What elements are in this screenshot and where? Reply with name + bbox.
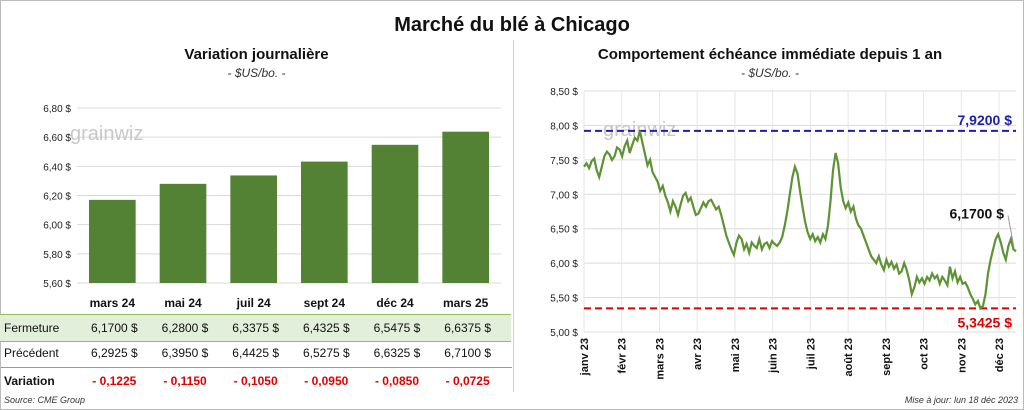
- line-x-label: déc 23: [994, 338, 1006, 372]
- table-cell: - 0,1150: [163, 374, 207, 388]
- table-cell: 6,2925 $: [90, 346, 138, 360]
- line-y-tick-label: 5,00 $: [550, 328, 578, 339]
- line-x-label: janv 23: [579, 338, 591, 376]
- table-cell: - 0,0850: [374, 374, 420, 388]
- bar-y-tick-label: 6,60 $: [43, 133, 71, 144]
- bar-chart: 5,60 $ 5,80 $ 6,00 $ 6,20 $ 6,40 $ 6,60 $ 6,80…: [43, 104, 501, 310]
- bar-y-tick-label: 6,40 $: [43, 162, 71, 173]
- line-x-label: oct 23: [919, 338, 931, 370]
- table-cell: - 0,1050: [233, 374, 278, 388]
- bar: [230, 175, 277, 283]
- min-price-label: 5,3425 $: [958, 314, 1013, 330]
- bar: [159, 183, 207, 283]
- bar-y-tick-label: 5,80 $: [43, 250, 71, 261]
- table-cell: 6,2800 $: [161, 321, 209, 335]
- table-separator: [1, 367, 512, 368]
- line-x-label: juil 23: [805, 338, 817, 370]
- line-y-tick-label: 8,50 $: [550, 87, 578, 98]
- bar-series: [89, 131, 489, 283]
- bar-x-label: mars 24: [90, 296, 136, 310]
- bar-y-tick-label: 6,80 $: [43, 104, 71, 115]
- bar-y-tick-label: 6,00 $: [43, 221, 71, 232]
- close-row: Fermeture 6,1700 $ 6,2800 $ 6,3375 $ 6,4325…: [0, 314, 511, 342]
- bar: [89, 199, 136, 283]
- line-y-tick-label: 6,00 $: [550, 259, 578, 270]
- last-price-leader: [1007, 215, 1015, 248]
- bar-x-labels: mars 24 mai 24 juil 24 sept 24 déc 24 mars 25: [90, 296, 489, 310]
- bar-x-label: déc 24: [376, 296, 414, 310]
- line-x-label: avr 23: [692, 338, 704, 370]
- last-price-label: 6,1700 $: [950, 205, 1005, 221]
- table-cell: - 0,0725: [445, 374, 490, 388]
- bar-y-tick-label: 6,20 $: [43, 192, 71, 203]
- previous-row-label: Précédent: [4, 346, 59, 360]
- close-row-label: Fermeture: [4, 321, 60, 335]
- max-price-label: 7,9200 $: [958, 112, 1013, 128]
- source-note: Source: CME Group: [4, 395, 86, 405]
- daily-change-unit: - $US/bo. -: [227, 66, 286, 80]
- bar-grid: [77, 107, 501, 284]
- front-month-unit: - $US/bo. -: [740, 66, 800, 80]
- line-x-labels: janv 23 févr 23 mars 23 avr 23 mai 23 juin 23…: [579, 338, 1006, 380]
- line-x-label: févr 23: [617, 338, 629, 373]
- table-cell: 6,3375 $: [232, 321, 280, 335]
- bar-x-label: mai 24: [164, 296, 202, 310]
- bar-y-tick-label: 5,60 $: [43, 279, 71, 290]
- price-series-line: [583, 130, 1017, 311]
- bar-y-ticks: 5,60 $ 5,80 $ 6,00 $ 6,20 $ 6,40 $ 6,60 $ 6,80…: [43, 104, 71, 290]
- bar-x-label: sept 24: [304, 296, 346, 310]
- line-y-tick-label: 7,50 $: [550, 156, 578, 167]
- grainwiz-watermark: grainwiz: [70, 123, 143, 145]
- line-y-tick-label: 6,50 $: [550, 225, 578, 236]
- daily-change-title: Variation journalière: [184, 46, 329, 63]
- update-note: Mise à jour: lun 18 déc 2023: [904, 395, 1018, 405]
- table-cell: 6,6375 $: [444, 321, 492, 335]
- table-cell: 6,5475 $: [373, 321, 421, 335]
- line-x-label: sept 23: [881, 338, 893, 376]
- table-cell: 6,5275 $: [302, 346, 350, 360]
- line-x-label: nov 23: [956, 338, 968, 373]
- line-y-ticks: 5,00 $ 5,50 $ 6,00 $ 6,50 $ 7,00 $ 7,50 $ 8,00…: [550, 87, 578, 339]
- line-chart: 5,00 $ 5,50 $ 6,00 $ 6,50 $ 7,00 $ 7,50 $ 8,00…: [550, 87, 1017, 380]
- table-cell: 6,1700 $: [90, 321, 138, 335]
- table-cell: 6,4425 $: [232, 346, 280, 360]
- table-cell: - 0,1225: [92, 374, 137, 388]
- main-title: Marché du blé à Chicago: [394, 14, 630, 36]
- line-y-tick-label: 8,00 $: [550, 121, 578, 132]
- table-cell: 6,4325 $: [302, 321, 350, 335]
- front-month-title: Comportement échéance immédiate depuis 1…: [597, 46, 943, 63]
- bar: [301, 161, 348, 283]
- line-x-label: mai 23: [730, 338, 742, 372]
- bar: [442, 131, 489, 283]
- change-row-label: Variation: [4, 374, 55, 388]
- table-cell: 6,7100 $: [444, 346, 492, 360]
- line-x-label: juin 23: [768, 338, 780, 374]
- table-cell: 6,3950 $: [161, 346, 209, 360]
- change-row: Variation - 0,1225 - 0,1150 - 0,1050 - 0,09…: [0, 368, 511, 394]
- line-x-label: mars 23: [654, 338, 666, 380]
- table-cell: 6,6325 $: [373, 346, 421, 360]
- bar-x-label: juil 24: [236, 296, 271, 310]
- table-cell: - 0,0950: [304, 374, 349, 388]
- bar-x-label: mars 25: [443, 296, 489, 310]
- bar: [371, 144, 419, 283]
- panel-divider: [513, 40, 514, 392]
- line-x-label: août 23: [843, 338, 855, 377]
- line-y-tick-label: 5,50 $: [550, 294, 578, 305]
- previous-row: Précédent 6,2925 $ 6,3950 $ 6,4425 $ 6,5275…: [0, 340, 511, 366]
- line-y-tick-label: 7,00 $: [550, 190, 578, 201]
